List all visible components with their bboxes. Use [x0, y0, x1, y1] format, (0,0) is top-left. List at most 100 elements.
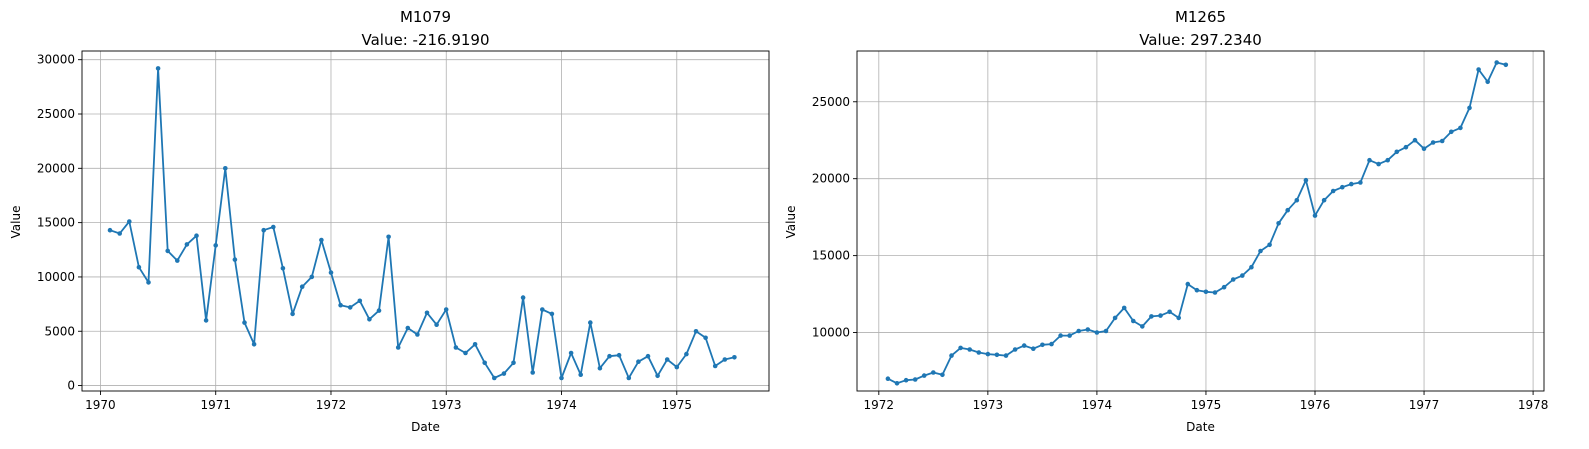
data-point [127, 219, 132, 224]
data-point [1094, 330, 1100, 335]
data-point [664, 357, 670, 362]
data-point [712, 363, 718, 369]
data-point [165, 248, 170, 254]
data-point [1185, 281, 1191, 287]
data-point [175, 258, 180, 263]
data-point [1167, 309, 1172, 315]
y-tick-label: 30000 [37, 53, 75, 67]
data-point [549, 311, 555, 317]
data-point [885, 376, 891, 382]
data-point [117, 231, 122, 236]
data-point [1458, 125, 1463, 131]
data-point [184, 242, 190, 247]
data-point [1112, 315, 1118, 321]
data-point [1267, 242, 1272, 248]
y-tick-label: 15000 [37, 216, 75, 230]
data-point [376, 308, 382, 313]
data-point [674, 364, 680, 370]
data-point [472, 342, 478, 347]
plot-area-frame [856, 50, 1545, 392]
data-point [994, 352, 1000, 358]
data-point [271, 224, 276, 230]
data-point [1449, 129, 1454, 135]
data-point [645, 353, 651, 359]
data-point [1049, 341, 1054, 347]
data-point [1376, 161, 1381, 167]
data-point [347, 305, 353, 310]
x-tick-label: 1973 [973, 398, 1004, 412]
data-point [940, 372, 945, 378]
data-point [1439, 138, 1445, 144]
data-point [1140, 324, 1145, 329]
data-point [203, 318, 209, 323]
data-point [290, 311, 295, 317]
x-tick-label: 1970 [85, 398, 116, 412]
chart-title: M1079 [400, 8, 451, 26]
data-point [232, 257, 238, 262]
x-tick-label: 1971 [200, 398, 231, 412]
data-point [261, 227, 267, 233]
data-point [559, 375, 564, 381]
data-point [367, 317, 372, 322]
series-line [887, 61, 1507, 385]
data-point [251, 342, 257, 347]
x-tick-label: 1978 [1518, 398, 1549, 412]
data-point [338, 302, 343, 308]
data-point [443, 307, 449, 312]
data-point [578, 372, 583, 378]
data-point [1058, 333, 1063, 338]
data-point [1103, 328, 1109, 334]
data-point [931, 370, 936, 375]
data-point [1485, 79, 1490, 85]
x-tick-label: 1972 [316, 398, 347, 412]
data-point [1394, 149, 1400, 155]
data-point [1021, 343, 1027, 348]
data-point [223, 166, 228, 171]
data-point [1467, 105, 1472, 111]
data-point [1158, 313, 1163, 318]
data-point [136, 264, 142, 270]
data-point [1403, 144, 1409, 150]
data-point [463, 350, 468, 356]
chart-title: M1265 [1175, 8, 1226, 26]
x-tick-label: 1976 [1300, 398, 1331, 412]
y-tick-label: 10000 [812, 326, 850, 340]
y-tick-label: 20000 [812, 172, 850, 186]
data-point [1276, 221, 1281, 226]
data-point [1412, 137, 1418, 143]
data-point [903, 377, 909, 383]
y-tick-label: 15000 [812, 249, 850, 263]
data-point [1330, 188, 1336, 194]
data-point [958, 345, 963, 351]
data-point [1031, 346, 1036, 352]
y-axis-label: Value [9, 206, 23, 239]
y-axis-label: Value [784, 206, 798, 239]
data-point [1131, 318, 1136, 324]
data-point [280, 266, 286, 271]
data-point [386, 234, 391, 240]
data-point [1176, 315, 1181, 321]
data-point [921, 373, 927, 378]
data-point [1367, 157, 1372, 163]
data-point [1249, 264, 1254, 270]
x-tick-label: 1974 [546, 398, 577, 412]
data-point [1258, 248, 1263, 254]
x-axis-label: Date [1186, 420, 1215, 434]
data-point [1358, 180, 1363, 185]
data-point [146, 280, 151, 285]
data-point [1212, 290, 1218, 295]
data-point [626, 375, 632, 381]
data-point [1085, 327, 1091, 332]
data-point [434, 322, 439, 328]
chart-subtitle: Value: -216.9190 [362, 31, 490, 49]
data-point [722, 357, 728, 362]
data-point [1340, 184, 1345, 190]
data-point [588, 320, 593, 325]
data-point [357, 298, 363, 304]
data-point [967, 347, 972, 352]
data-point [949, 353, 954, 358]
chart-subtitle: Value: 297.2340 [1139, 31, 1262, 49]
plot-area-frame [81, 50, 770, 392]
data-point [1385, 157, 1390, 163]
